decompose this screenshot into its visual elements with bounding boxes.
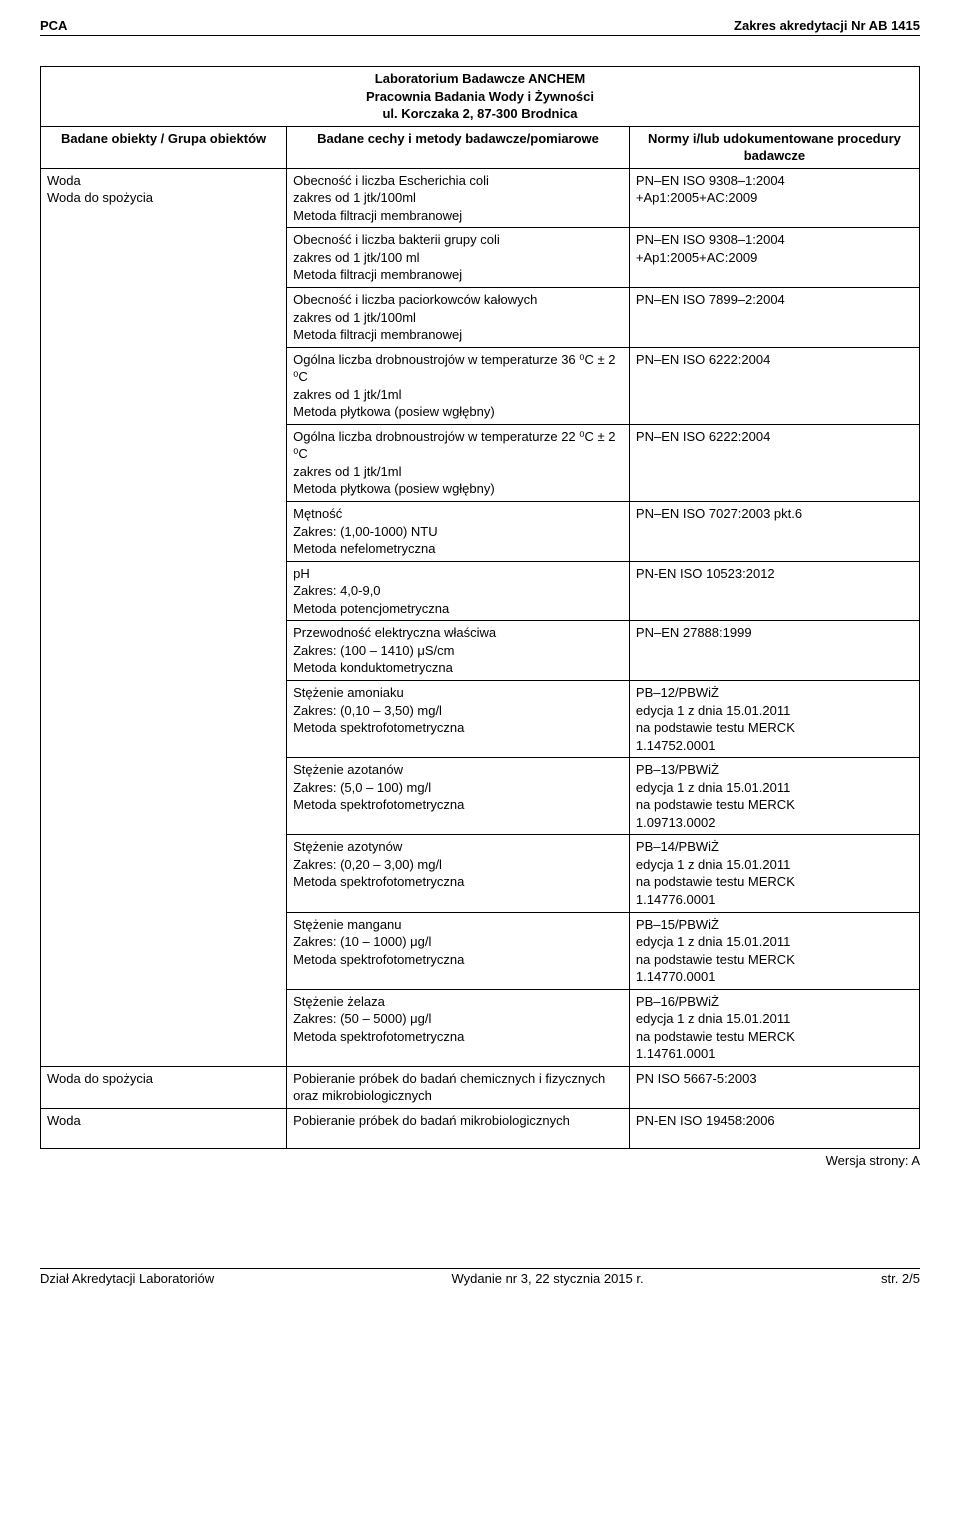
col-header-objects: Badane obiekty / Grupa obiektów [41, 126, 287, 168]
method-cell: Mętność Zakres: (1,00-1000) NTU Metoda n… [287, 502, 630, 562]
title-row: Laboratorium Badawcze ANCHEM Pracownia B… [41, 67, 920, 127]
norm-cell: PN–EN ISO 6222:2004 [629, 347, 919, 424]
norm-cell: PN–EN 27888:1999 [629, 621, 919, 681]
footer-left: Dział Akredytacji Laboratoriów [40, 1271, 214, 1286]
page-header: PCA Zakres akredytacji Nr AB 1415 [40, 18, 920, 36]
norm-cell: PB–14/PBWiŻ edycja 1 z dnia 15.01.2011 n… [629, 835, 919, 912]
header-right: Zakres akredytacji Nr AB 1415 [734, 18, 920, 33]
accreditation-table: Laboratorium Badawcze ANCHEM Pracownia B… [40, 66, 920, 1149]
norm-cell: PN-EN ISO 10523:2012 [629, 561, 919, 621]
method-cell: Obecność i liczba bakterii grupy coli za… [287, 228, 630, 288]
method-cell: Ogólna liczba drobnoustrojów w temperatu… [287, 424, 630, 501]
norm-cell: PN–EN ISO 9308–1:2004 +Ap1:2005+AC:2009 [629, 168, 919, 228]
page-version: Wersja strony: A [40, 1153, 920, 1168]
method-cell: Stężenie amoniaku Zakres: (0,10 – 3,50) … [287, 680, 630, 757]
footer-center: Wydanie nr 3, 22 stycznia 2015 r. [452, 1271, 644, 1286]
norm-cell: PB–13/PBWiŻ edycja 1 z dnia 15.01.2011 n… [629, 758, 919, 835]
norm-cell: PN–EN ISO 7027:2003 pkt.6 [629, 502, 919, 562]
norm-cell: PB–16/PBWiŻ edycja 1 z dnia 15.01.2011 n… [629, 989, 919, 1066]
method-cell: pH Zakres: 4,0-9,0 Metoda potencjometryc… [287, 561, 630, 621]
method-cell: Stężenie azotynów Zakres: (0,20 – 3,00) … [287, 835, 630, 912]
norm-cell: PN ISO 5667-5:2003 [629, 1066, 919, 1108]
norm-cell: PN–EN ISO 7899–2:2004 [629, 288, 919, 348]
norm-cell: PB–12/PBWiŻ edycja 1 z dnia 15.01.2011 n… [629, 680, 919, 757]
table-row: Woda Pobieranie próbek do badań mikrobio… [41, 1108, 920, 1148]
col-header-norms: Normy i/lub udokumentowane procedury bad… [629, 126, 919, 168]
method-cell: Obecność i liczba paciorkowców kałowych … [287, 288, 630, 348]
footer-right: str. 2/5 [881, 1271, 920, 1286]
lab-title: Laboratorium Badawcze ANCHEM Pracownia B… [41, 67, 920, 127]
norm-cell: PN–EN ISO 9308–1:2004 +Ap1:2005+AC:2009 [629, 228, 919, 288]
objects-cell: Woda do spożycia [41, 1066, 287, 1108]
norm-cell: PN-EN ISO 19458:2006 [629, 1108, 919, 1148]
title-line2: Pracownia Badania Wody i Żywności [47, 88, 913, 106]
method-cell: Pobieranie próbek do badań mikrobiologic… [287, 1108, 630, 1148]
norm-cell: PN–EN ISO 6222:2004 [629, 424, 919, 501]
objects-cell: Woda [41, 1108, 287, 1148]
method-cell: Stężenie manganu Zakres: (10 – 1000) μg/… [287, 912, 630, 989]
column-header-row: Badane obiekty / Grupa obiektów Badane c… [41, 126, 920, 168]
method-cell: Pobieranie próbek do badań chemicznych i… [287, 1066, 630, 1108]
method-cell: Obecność i liczba Escherichia coli zakre… [287, 168, 630, 228]
norm-cell: PB–15/PBWiŻ edycja 1 z dnia 15.01.2011 n… [629, 912, 919, 989]
method-cell: Stężenie azotanów Zakres: (5,0 – 100) mg… [287, 758, 630, 835]
col-header-methods: Badane cechy i metody badawcze/pomiarowe [287, 126, 630, 168]
method-cell: Ogólna liczba drobnoustrojów w temperatu… [287, 347, 630, 424]
title-line1: Laboratorium Badawcze ANCHEM [47, 70, 913, 88]
table-row: Woda do spożycia Pobieranie próbek do ba… [41, 1066, 920, 1108]
table-row: Woda Woda do spożycia Obecność i liczba … [41, 168, 920, 228]
method-cell: Przewodność elektryczna właściwa Zakres:… [287, 621, 630, 681]
header-left: PCA [40, 18, 67, 33]
title-line3: ul. Korczaka 2, 87-300 Brodnica [47, 105, 913, 123]
method-cell: Stężenie żelaza Zakres: (50 – 5000) μg/l… [287, 989, 630, 1066]
objects-cell: Woda Woda do spożycia [41, 168, 287, 1066]
page-footer: Dział Akredytacji Laboratoriów Wydanie n… [40, 1268, 920, 1286]
